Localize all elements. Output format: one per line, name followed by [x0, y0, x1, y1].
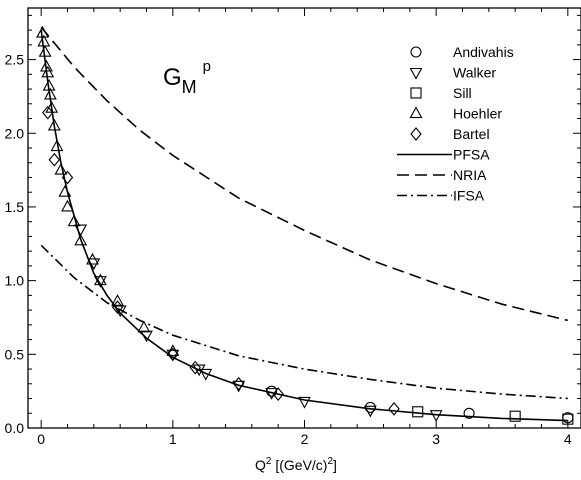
legend-symbol-hoehler	[409, 106, 423, 119]
legend-item-hoehler: Hoehler	[409, 106, 502, 122]
legend-label: IFSA	[453, 188, 485, 204]
legend: Andivahis Walker Sill Hoehler Bartel PFSA NRIA…	[397, 44, 514, 204]
data-point-bartel	[232, 376, 245, 391]
x-tick-label: 4	[564, 431, 572, 447]
y-tick-label: 2.5	[5, 52, 25, 68]
data-point-sill	[412, 406, 424, 418]
data-point-hoehler	[41, 65, 55, 78]
data-point-andivahis	[463, 407, 475, 419]
data-point-hoehler	[42, 78, 56, 91]
legend-label: Walker	[453, 65, 496, 81]
data-point-walker	[429, 410, 443, 422]
legend-label: Sill	[453, 85, 472, 101]
legend-symbol-bartel	[410, 127, 422, 141]
series-andivahis	[266, 385, 574, 424]
data-point-bartel	[388, 401, 400, 416]
data-point-hoehler	[50, 139, 64, 152]
x-axis-label: Q2 [(GeV/c)2]	[255, 456, 337, 473]
y-tick-label: 0.5	[5, 346, 25, 362]
y-tick-label: 2.0	[5, 125, 25, 141]
series-line-ifsa	[40, 244, 568, 400]
data-point-bartel	[272, 387, 284, 401]
data-point-walker	[265, 388, 279, 400]
data-point-hoehler	[93, 273, 107, 286]
series-sill	[412, 406, 574, 425]
legend-item-pfsa: PFSA	[397, 147, 490, 163]
series-hoehler	[36, 25, 180, 356]
legend-item-sill: Sill	[410, 85, 472, 101]
data-point-hoehler	[36, 25, 49, 38]
legend-item-ifsa: IFSA	[397, 188, 485, 204]
data-point-walker	[113, 305, 127, 318]
data-point-walker	[192, 364, 206, 377]
axis-ticks: 0 1 2 3 4 0.0 0.5 1.0 1.5 2.0 2.5	[5, 8, 581, 447]
data-point-hoehler	[43, 87, 57, 100]
x-tick-label: 0	[37, 431, 45, 447]
data-point-hoehler	[37, 34, 51, 47]
x-tick-label: 2	[301, 431, 309, 447]
data-point-hoehler	[86, 252, 99, 265]
legend-label: NRIA	[453, 167, 487, 183]
legend-item-andivahis: Andivahis	[410, 44, 514, 60]
data-point-walker	[93, 276, 107, 288]
series-line-nria	[40, 26, 568, 322]
legend-symbol-andivahis	[410, 46, 422, 58]
plot-frame	[27, 7, 581, 429]
data-point-bartel	[189, 360, 201, 375]
data-point-hoehler	[58, 185, 72, 197]
series-line-pfsa	[40, 29, 568, 422]
series-bartel	[42, 105, 400, 416]
legend-label: Andivahis	[453, 44, 514, 60]
legend-label: Bartel	[453, 126, 490, 142]
y-tick-label: 1.0	[5, 273, 25, 289]
legend-label: Hoehler	[453, 106, 502, 122]
data-point-andivahis	[266, 385, 278, 397]
marker-layer	[36, 25, 574, 425]
data-point-bartel	[48, 152, 61, 167]
legend-label: PFSA	[453, 147, 490, 163]
data-point-hoehler	[54, 162, 68, 175]
data-point-bartel	[111, 300, 124, 315]
y-tick-label: 0.0	[5, 420, 25, 436]
legend-symbol-sill	[410, 87, 422, 99]
data-point-hoehler	[47, 118, 61, 131]
data-point-hoehler	[67, 214, 81, 227]
data-point-sill	[562, 413, 574, 425]
legend-item-bartel: Bartel	[410, 126, 490, 142]
data-point-bartel	[61, 170, 74, 185]
data-point-hoehler	[111, 294, 124, 306]
data-point-walker	[74, 224, 88, 237]
data-point-sill	[509, 410, 521, 422]
data-point-walker	[199, 368, 213, 381]
x-tick-label: 1	[169, 431, 177, 447]
data-point-hoehler	[137, 320, 151, 333]
data-point-bartel	[167, 347, 179, 362]
data-point-walker	[298, 396, 311, 409]
data-point-hoehler	[40, 59, 53, 72]
data-point-hoehler	[166, 344, 180, 356]
x-tick-label: 3	[432, 431, 440, 447]
legend-item-nria: NRIA	[397, 167, 487, 183]
data-point-bartel	[42, 105, 54, 120]
data-point-hoehler	[61, 199, 74, 212]
data-point-walker	[363, 405, 377, 418]
y-tick-label: 1.5	[5, 199, 25, 215]
data-point-walker	[140, 330, 153, 343]
series-layer	[40, 26, 568, 422]
legend-symbol-walker	[409, 67, 423, 80]
data-point-hoehler	[38, 45, 52, 57]
chart-title: GMp	[163, 58, 211, 97]
legend-item-walker: Walker	[409, 65, 496, 81]
data-point-hoehler	[74, 233, 88, 246]
